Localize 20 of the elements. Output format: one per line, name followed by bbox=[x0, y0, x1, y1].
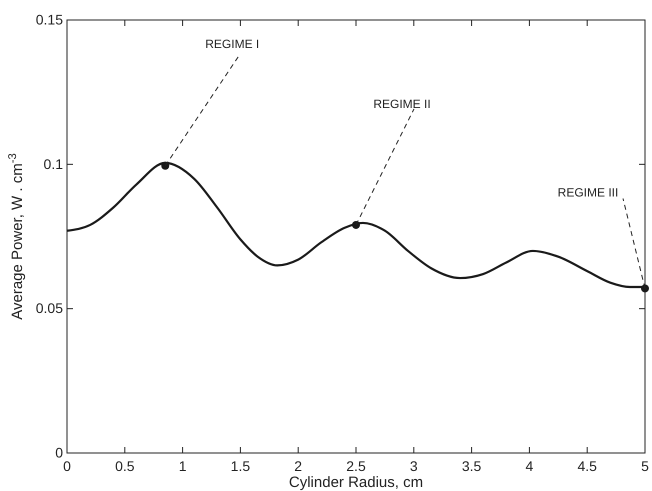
x-tick-label: 4.5 bbox=[577, 458, 598, 474]
point bbox=[641, 284, 649, 292]
x-tick-label: 1 bbox=[178, 458, 187, 474]
y-tick-label: 0.15 bbox=[36, 11, 64, 28]
annotation: REGIME I bbox=[205, 36, 260, 51]
y-tick-label: 0.05 bbox=[36, 300, 64, 316]
point bbox=[352, 220, 360, 229]
x-tick-label: 3 bbox=[410, 458, 418, 474]
x-tick-label: 0.5 bbox=[115, 458, 135, 474]
x-tick-label: 4 bbox=[526, 458, 534, 474]
x-tick-label: 2 bbox=[294, 458, 302, 474]
annotation: REGIME III bbox=[558, 185, 618, 200]
x-tick-label: 2.5 bbox=[346, 458, 366, 474]
x-tick-label: 5 bbox=[641, 458, 650, 474]
y-tick-label: 0.1 bbox=[44, 156, 64, 172]
x-tick-label: 3.5 bbox=[462, 458, 482, 474]
y-tick-label: 0 bbox=[55, 444, 64, 460]
x-tick-label: 1.5 bbox=[230, 458, 250, 474]
x-axis-title: Cylinder Radius, cm bbox=[288, 474, 424, 491]
annotation: REGIME II bbox=[373, 96, 431, 111]
